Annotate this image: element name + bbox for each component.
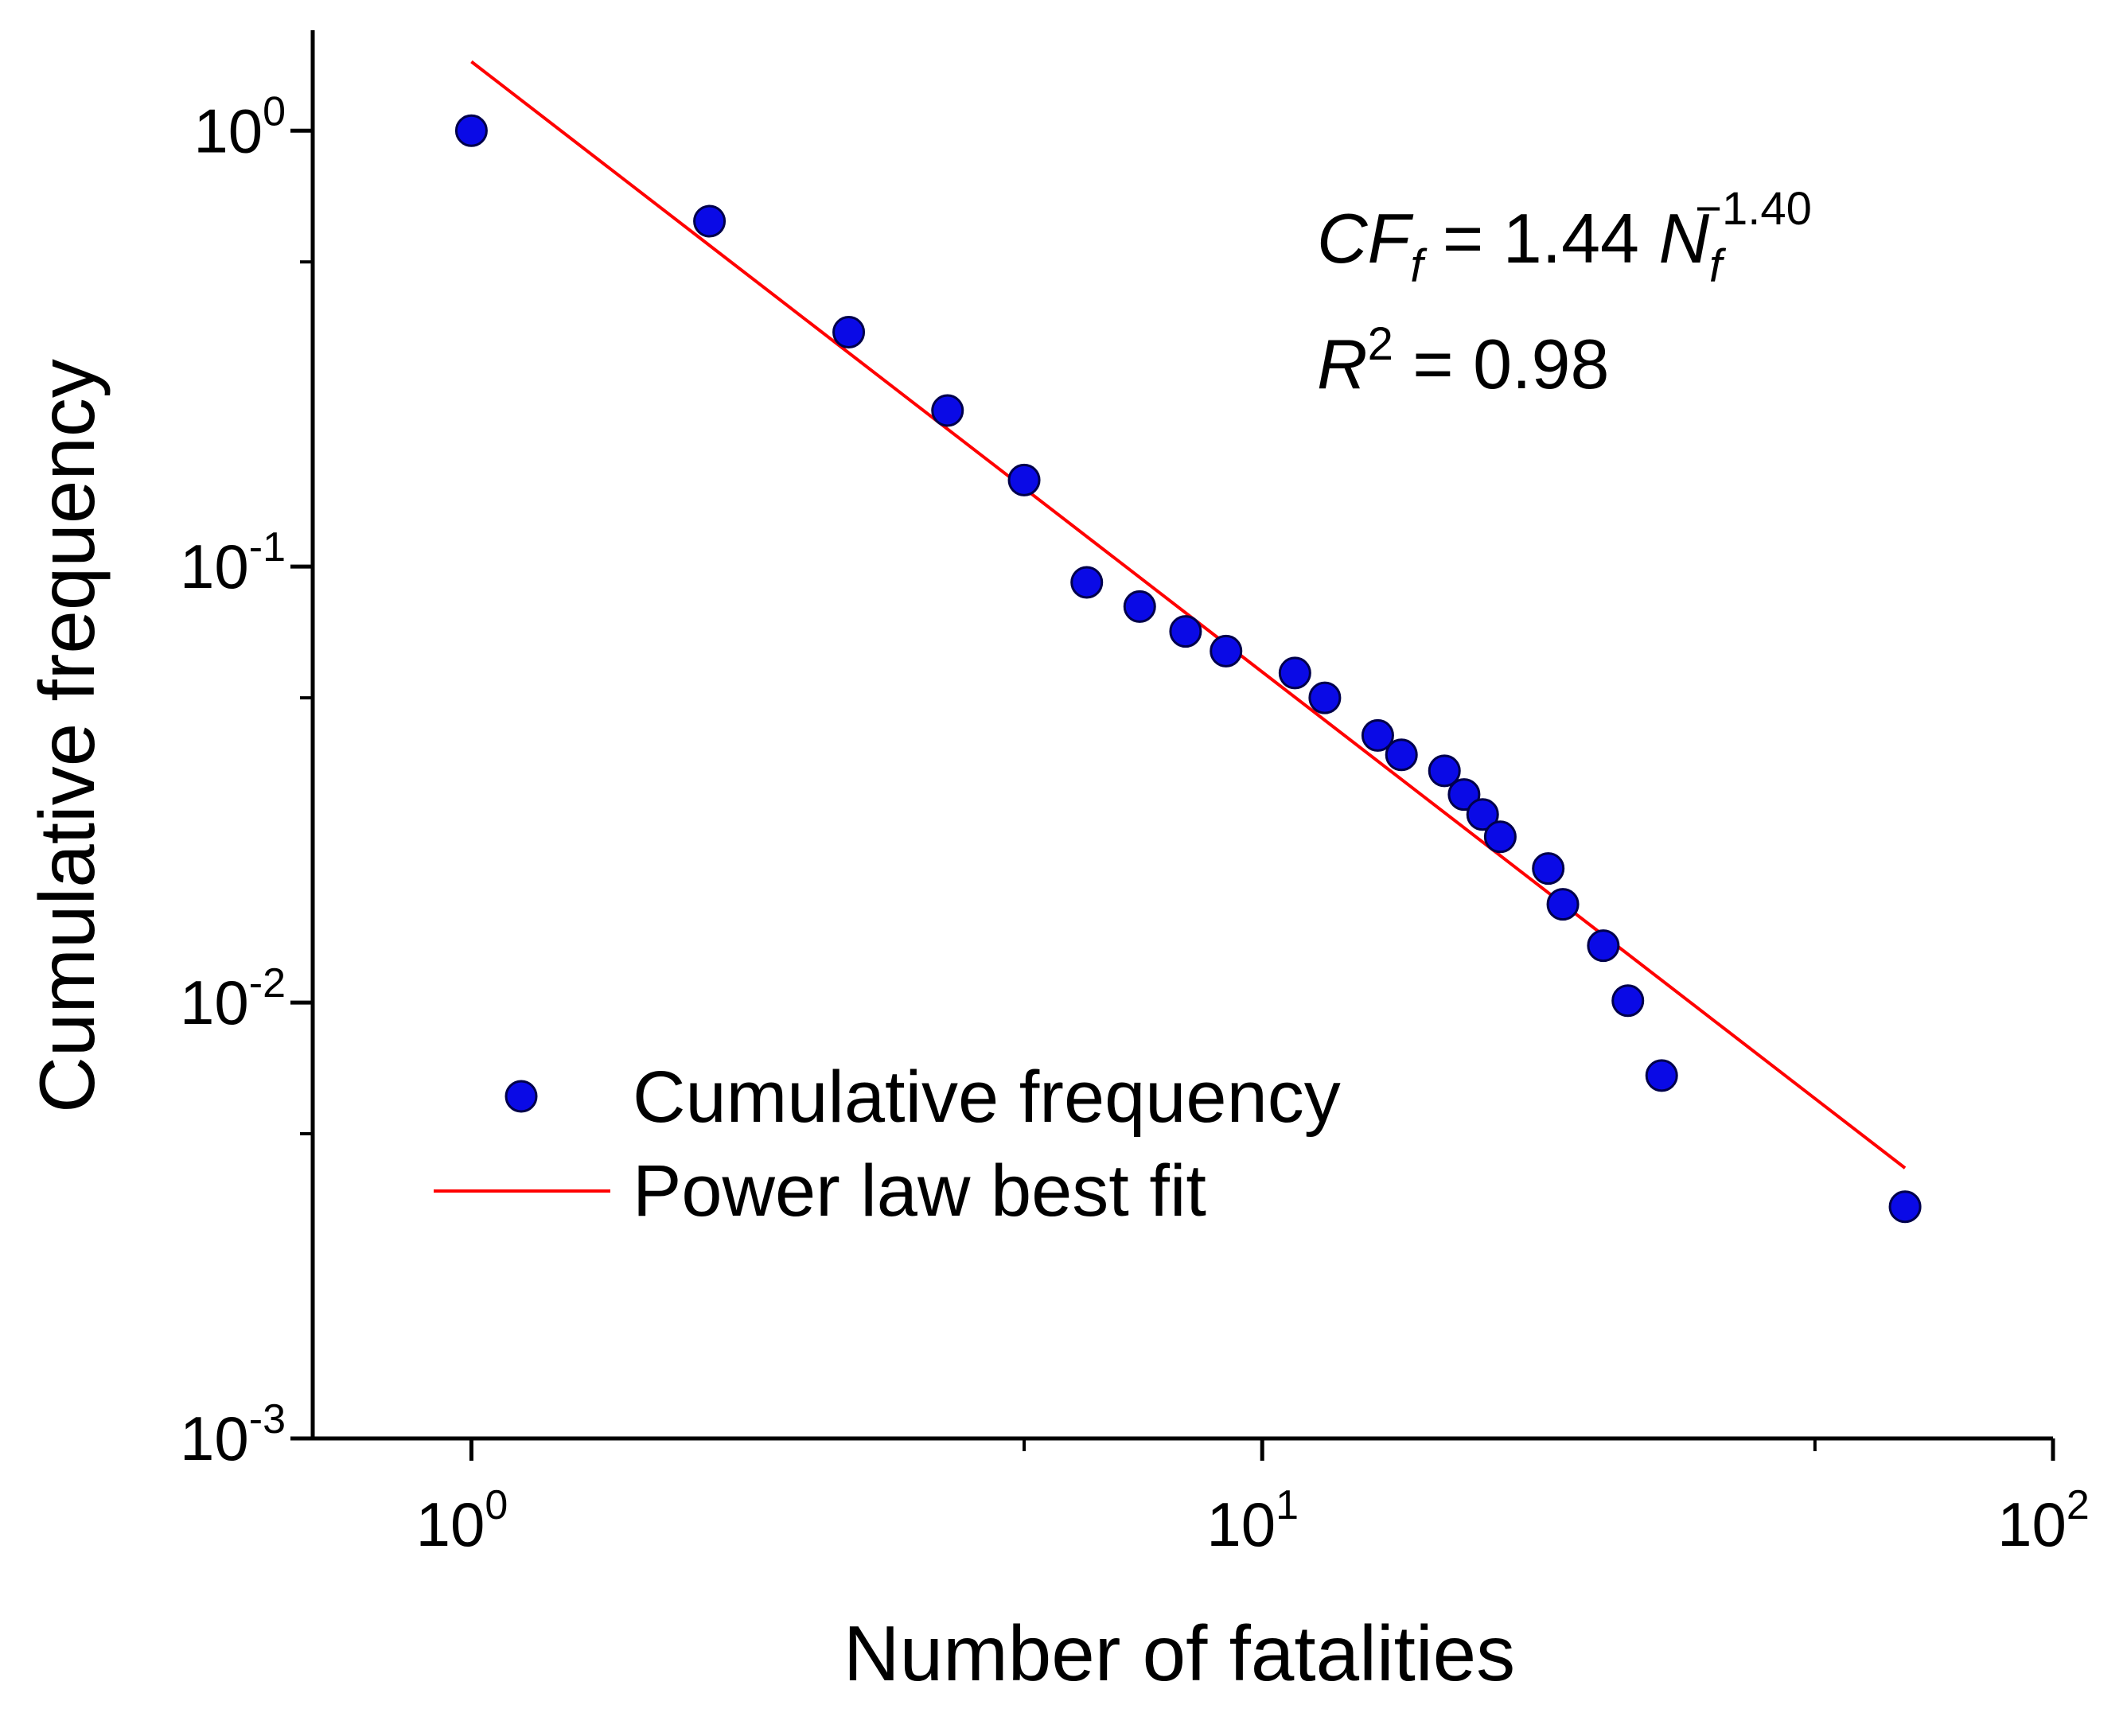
data-point bbox=[1645, 1059, 1678, 1092]
y-tick-label-exponent: -2 bbox=[249, 960, 286, 1006]
equation-rhs: N bbox=[1658, 199, 1709, 278]
data-point bbox=[1532, 852, 1565, 886]
y-axis-title: Cumulative frequency bbox=[23, 359, 111, 1113]
x-tick-label: 101 bbox=[1206, 1482, 1299, 1559]
x-tick-label-base: 10 bbox=[1997, 1489, 2067, 1559]
x-axis-title: Number of fatalities bbox=[843, 1609, 1515, 1697]
y-tick-label: 10-3 bbox=[180, 1396, 286, 1473]
r-squared-exponent: 2 bbox=[1368, 318, 1393, 370]
y-tick-label: 100 bbox=[193, 88, 286, 165]
scatter-points bbox=[454, 114, 1922, 1224]
x-tick-label: 102 bbox=[1997, 1482, 2090, 1559]
x-tick-label-base: 10 bbox=[1206, 1489, 1276, 1559]
data-point bbox=[1007, 463, 1041, 496]
y-tick-label: 10-1 bbox=[180, 524, 286, 601]
x-tick-label-exponent: 0 bbox=[485, 1482, 508, 1528]
fit-equation: CFf = 1.44 Nf−1.40 R2 = 0.98 bbox=[1317, 183, 1812, 403]
data-point bbox=[1361, 718, 1394, 752]
fit-line bbox=[470, 60, 1907, 1170]
x-tick-label-base: 10 bbox=[416, 1489, 485, 1559]
data-point bbox=[1888, 1190, 1922, 1224]
y-tick-label-base: 10 bbox=[180, 531, 249, 601]
data-point bbox=[1466, 798, 1499, 831]
equation-line-1: CFf = 1.44 Nf−1.40 bbox=[1317, 183, 1812, 292]
r-squared-value: = 0.98 bbox=[1393, 325, 1610, 403]
x-tick-label: 100 bbox=[416, 1482, 508, 1559]
data-point bbox=[1428, 754, 1461, 788]
data-point bbox=[1308, 681, 1342, 714]
equation-rhs-exponent: −1.40 bbox=[1695, 183, 1812, 235]
data-point bbox=[1278, 656, 1311, 690]
data-point bbox=[1587, 929, 1620, 963]
y-tick-label-base: 10 bbox=[180, 967, 249, 1037]
data-point bbox=[1385, 738, 1418, 772]
equation-line-2: R2 = 0.98 bbox=[1317, 318, 1609, 403]
y-tick-label-exponent: -3 bbox=[249, 1396, 286, 1442]
fit-line-layer bbox=[470, 60, 1907, 1170]
data-point bbox=[832, 315, 866, 348]
data-point bbox=[1546, 888, 1580, 921]
y-tick-label-base: 10 bbox=[180, 1403, 249, 1473]
legend: Cumulative frequency Power law best fit bbox=[434, 1057, 1341, 1232]
data-point bbox=[1123, 590, 1156, 623]
data-point bbox=[1611, 984, 1645, 1018]
data-point bbox=[454, 114, 488, 147]
legend-label-line: Power law best fit bbox=[633, 1150, 1206, 1232]
equation-rhs-subscript: f bbox=[1709, 240, 1727, 292]
data-point bbox=[1483, 820, 1517, 854]
legend-marker-scatter bbox=[504, 1080, 538, 1113]
y-tick-label-base: 10 bbox=[193, 95, 263, 165]
y-tick-label-exponent: -1 bbox=[249, 524, 286, 570]
y-tick-label-exponent: 0 bbox=[263, 88, 286, 134]
data-point bbox=[1447, 778, 1481, 812]
y-tick-label: 10-2 bbox=[180, 960, 286, 1037]
equation-lhs: CF bbox=[1317, 199, 1414, 278]
data-point bbox=[1070, 566, 1104, 599]
data-point bbox=[931, 394, 964, 427]
x-tick-label-exponent: 1 bbox=[1276, 1482, 1299, 1528]
data-point bbox=[1169, 615, 1202, 648]
data-point bbox=[1210, 634, 1243, 668]
legend-label-scatter: Cumulative frequency bbox=[633, 1057, 1341, 1138]
data-point bbox=[693, 204, 727, 238]
x-tick-label-exponent: 2 bbox=[2067, 1482, 2090, 1528]
equation-coefficient: = 1.44 bbox=[1423, 199, 1658, 278]
r-squared-symbol: R bbox=[1317, 325, 1368, 403]
